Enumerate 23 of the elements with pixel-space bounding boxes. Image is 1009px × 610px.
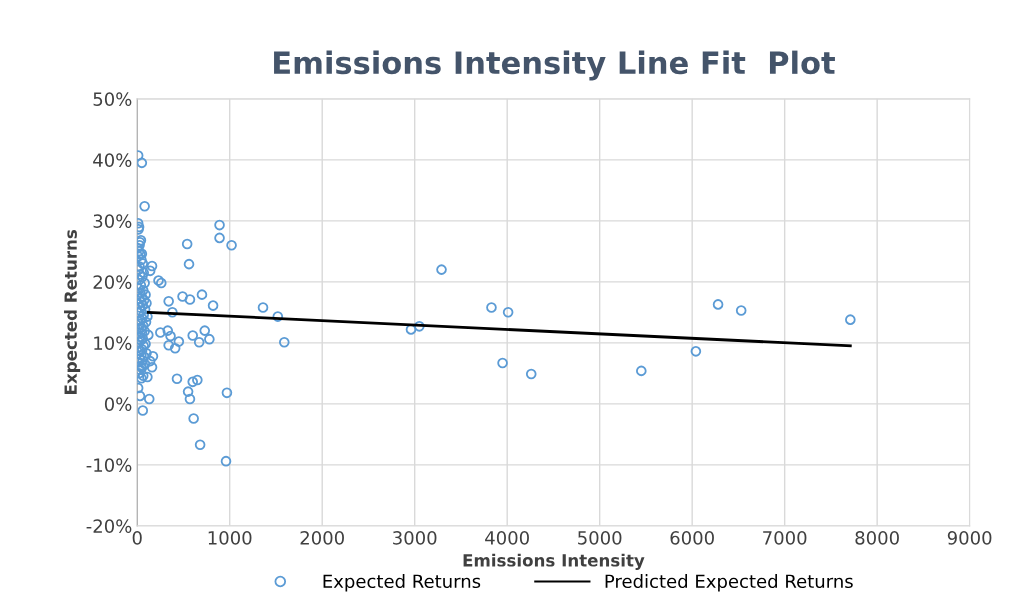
x-tick-label: 2000 (300, 531, 344, 545)
x-tick-label: 5000 (578, 531, 622, 545)
legend-label: Predicted Expected Returns (605, 574, 853, 592)
legend-label: Expected Returns (323, 574, 481, 592)
x-tick-label: 0 (132, 531, 142, 545)
x-tick-label: 1000 (208, 531, 252, 545)
x-tick-label: 6000 (670, 531, 714, 545)
y-tick-label: 0% (104, 397, 132, 411)
y-tick-label: 20% (93, 275, 132, 289)
x-axis-title: Emissions Intensity (463, 553, 645, 570)
y-tick-label: -20% (86, 519, 132, 533)
x-tick-label: 8000 (855, 531, 899, 545)
x-tick-label: 9000 (947, 531, 992, 545)
chart-title: Emissions Intensity Line Fit Plot (274, 50, 835, 81)
y-tick-label: 40% (93, 153, 132, 167)
x-tick-label: 4000 (485, 531, 529, 545)
x-tick-label: 3000 (393, 531, 437, 545)
y-axis-title: Expected Returns (64, 229, 81, 394)
y-tick-label: 10% (94, 336, 132, 350)
x-tick-label: 7000 (763, 531, 807, 545)
y-tick-label: -10% (86, 458, 132, 472)
y-tick-label: 50% (93, 92, 132, 106)
y-tick-label: 30% (93, 214, 132, 228)
